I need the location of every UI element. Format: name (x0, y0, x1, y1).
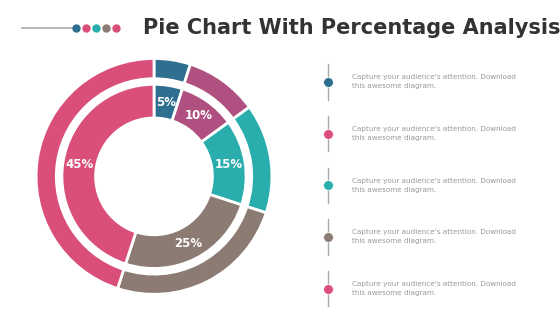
Wedge shape (172, 89, 228, 142)
Text: 10%: 10% (184, 109, 212, 122)
Wedge shape (125, 194, 241, 268)
Wedge shape (233, 107, 272, 213)
Wedge shape (154, 59, 190, 83)
Text: Capture your audience's attention. Download
this awesome diagram.: Capture your audience's attention. Downl… (352, 126, 516, 141)
Text: Capture your audience's attention. Download
this awesome diagram.: Capture your audience's attention. Downl… (352, 229, 516, 244)
Text: Capture your audience's attention. Download
this awesome diagram.: Capture your audience's attention. Downl… (352, 281, 516, 296)
Wedge shape (118, 207, 266, 294)
Wedge shape (154, 84, 183, 121)
Wedge shape (201, 122, 246, 205)
Text: Capture your audience's attention. Download
this awesome diagram.: Capture your audience's attention. Downl… (352, 178, 516, 193)
Wedge shape (36, 59, 154, 289)
Wedge shape (62, 84, 154, 264)
Text: 45%: 45% (66, 158, 94, 171)
Text: Capture your audience's attention. Download
this awesome diagram.: Capture your audience's attention. Downl… (352, 74, 516, 89)
Circle shape (96, 118, 212, 235)
Wedge shape (184, 64, 249, 119)
Text: 5%: 5% (156, 95, 176, 109)
Text: Pie Chart With Percentage Analysis: Pie Chart With Percentage Analysis (143, 18, 560, 38)
Text: 25%: 25% (174, 237, 202, 250)
Text: 15%: 15% (214, 158, 242, 171)
